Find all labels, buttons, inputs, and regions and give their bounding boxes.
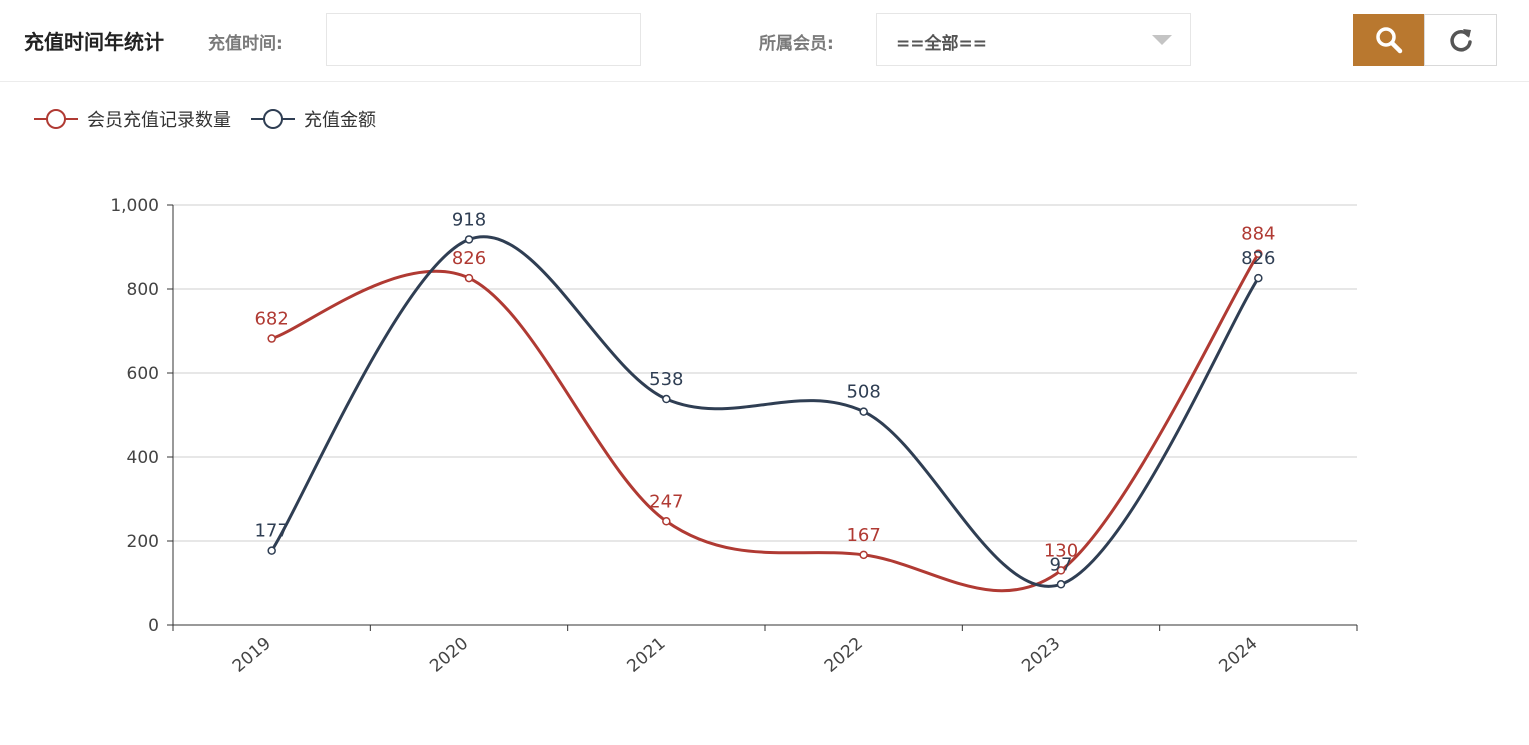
legend-label: 会员充值记录数量: [87, 110, 231, 131]
line-chart: 0 200 400 600 800 1,000 2019 2020 2021 2022 2023 20…: [34, 109, 1358, 677]
data-point: [464, 235, 474, 244]
legend-item[interactable]: 充值金额: [251, 109, 376, 131]
search-button[interactable]: [1353, 14, 1425, 66]
data-point: [859, 550, 868, 560]
recharge-time-label: 充值时间:: [208, 34, 283, 54]
data-label: 508: [846, 382, 880, 403]
data-point: [662, 394, 671, 404]
filter-toolbar: 充值时间年统计 充值时间: 所属会员: ==全部==: [0, 0, 1529, 82]
x-tick-label: 2019: [229, 634, 275, 677]
search-icon: [1376, 27, 1403, 54]
x-tick-label: 2020: [426, 634, 472, 677]
data-point: [267, 334, 276, 343]
data-label: 682: [254, 309, 288, 330]
legend-label: 充值金额: [304, 110, 376, 131]
data-point: [1254, 249, 1263, 258]
member-select-value: ==全部==: [896, 34, 987, 54]
data-label: 177: [254, 521, 288, 542]
reset-button[interactable]: [1424, 14, 1497, 66]
page-title: 充值时间年统计: [24, 30, 164, 54]
data-point: [859, 407, 868, 416]
y-tick-label: 200: [127, 532, 159, 552]
legend-item[interactable]: 会员充值记录数量: [34, 109, 231, 131]
series-line: [271, 252, 1260, 593]
legend-marker: [263, 109, 283, 129]
x-tick-label: 2024: [1216, 634, 1262, 677]
y-tick-label: 0: [148, 616, 159, 636]
y-tick-label: 600: [127, 364, 159, 384]
y-tick-label: 1,000: [110, 196, 159, 216]
caret-down-icon: [1152, 35, 1172, 45]
x-tick-label: 2022: [821, 634, 867, 677]
data-point: [662, 517, 671, 526]
legend-marker: [46, 109, 66, 129]
data-label: 918: [452, 209, 486, 230]
series-line: [270, 235, 1260, 588]
data-label: 130: [1044, 540, 1078, 561]
data-label: 167: [846, 525, 880, 546]
data-label: 884: [1241, 224, 1275, 245]
member-label: 所属会员:: [759, 34, 834, 54]
y-tick-label: 400: [127, 448, 159, 468]
data-point: [1056, 580, 1066, 589]
data-point: [267, 546, 276, 555]
data-label: 97: [1050, 554, 1073, 575]
data-point: [464, 273, 474, 283]
data-point: [1254, 273, 1263, 283]
data-label: 538: [649, 369, 683, 390]
data-point: [1056, 566, 1066, 575]
member-select[interactable]: ==全部==: [876, 13, 1191, 66]
data-label: 247: [649, 491, 683, 512]
refresh-icon: [1449, 29, 1472, 52]
recharge-time-input[interactable]: [326, 13, 641, 66]
data-label: 826: [1241, 248, 1275, 269]
x-tick-label: 2021: [624, 634, 670, 677]
x-tick-label: 2023: [1018, 634, 1064, 677]
data-label: 826: [452, 248, 486, 269]
y-tick-label: 800: [127, 280, 159, 300]
